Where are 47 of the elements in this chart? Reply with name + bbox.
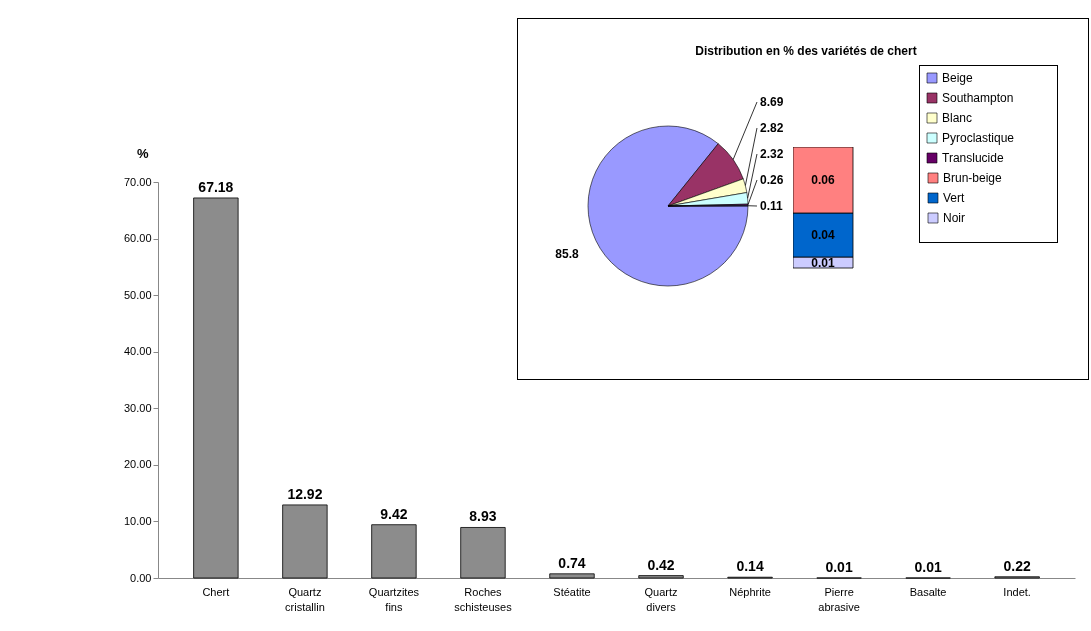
data-label: 0.74 [558,554,586,571]
data-label: 0.11 [760,199,784,213]
y-tick-label: 10.00 [123,514,152,527]
data-label: 0.14 [736,558,764,575]
data-label: 12.92 [287,485,323,502]
legend-label: Pyroclastique [942,131,1015,145]
legend-label: Noir [943,211,966,225]
data-label: 85.8 [555,247,579,262]
y-tick-label: 50.00 [123,288,152,301]
x-tick-label: Indet. [1003,585,1031,598]
legend-label: Translucide [942,151,1004,165]
legend-label: Vert [943,191,966,205]
y-tick-label: 70.00 [123,175,152,188]
x-tick-label: Quartz divers [644,585,678,613]
y-tick-label: 40.00 [123,345,152,358]
data-label: 0.26 [760,173,784,187]
x-tick-label: Chert [202,585,230,598]
legend-label: Blanc [942,111,973,125]
data-label: 0.01 [914,558,942,575]
x-tick-label: Basalte [909,585,947,598]
data-label: 67.18 [198,178,234,195]
y-tick-label: 60.00 [123,232,152,245]
legend-label: Southampton [942,91,1014,105]
data-label: 2.82 [760,121,784,135]
legend-label: Brun-beige [943,171,1003,185]
y-tick-label: 20.00 [123,458,152,471]
x-tick-label: Stéatite [553,585,591,598]
data-label: 8.93 [469,508,497,525]
data-label: 8.69 [760,95,784,109]
y-tick-label: 30.00 [123,401,152,414]
x-tick-label: Néphrite [729,585,771,598]
data-label: 0.01 [811,255,835,270]
data-label: 0.01 [825,558,853,575]
data-label: 9.42 [380,505,408,522]
data-label: 0.04 [811,228,835,242]
data-label: 0.06 [811,173,835,187]
data-label: 2.32 [760,147,784,161]
x-tick-label: Roches schisteuses [454,585,513,613]
data-label: 0.22 [1003,557,1031,574]
y-tick-label: 0.00 [130,571,152,584]
x-tick-label: Pierre abrasive [818,585,860,613]
y-axis-title: % [136,145,149,161]
x-tick-label: Quartz cristallin [285,585,325,613]
x-tick-label: Quartzites fins [368,585,420,613]
chart-title: Distribution en % des variétés de chert [695,44,917,58]
data-label: 0.42 [647,556,675,573]
legend-label: Beige [942,71,974,85]
